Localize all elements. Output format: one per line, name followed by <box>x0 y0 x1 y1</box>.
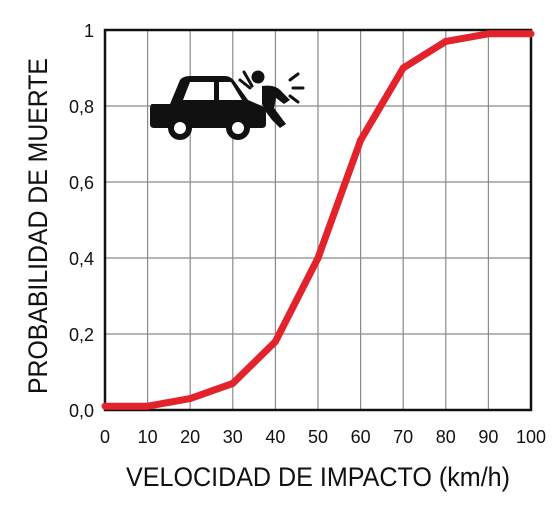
data-point <box>144 402 152 410</box>
y-tick-label: 0,0 <box>69 401 94 421</box>
y-tick-label: 0,2 <box>69 325 94 345</box>
x-tick-label: 50 <box>308 427 328 447</box>
data-point <box>186 395 194 403</box>
data-point <box>271 338 279 346</box>
y-axis-label: PROBABILIDAD DE MUERTE <box>23 58 53 394</box>
x-tick-labels: 0 10 20 30 40 50 60 70 80 90 100 <box>100 427 546 447</box>
data-point <box>357 136 365 144</box>
x-tick-label: 90 <box>478 427 498 447</box>
data-point <box>484 30 492 38</box>
plot-frame <box>103 28 533 412</box>
car-hitting-pedestrian-icon <box>150 70 305 140</box>
grid <box>104 29 532 411</box>
data-point <box>101 402 109 410</box>
x-tick-label: 60 <box>351 427 371 447</box>
x-tick-label: 40 <box>265 427 285 447</box>
series-points <box>101 30 535 410</box>
y-tick-label: 1 <box>84 21 94 41</box>
x-tick-label: 10 <box>138 427 158 447</box>
data-point <box>229 379 237 387</box>
x-tick-label: 30 <box>223 427 243 447</box>
y-tick-label: 0,4 <box>69 249 94 269</box>
y-tick-labels: 0,0 0,2 0,4 0,6 0,8 1 <box>69 21 94 421</box>
y-tick-label: 0,8 <box>69 97 94 117</box>
data-point <box>399 64 407 72</box>
x-tick-label: 20 <box>180 427 200 447</box>
data-point <box>442 37 450 45</box>
x-tick-label: 70 <box>393 427 413 447</box>
x-tick-label: 80 <box>436 427 456 447</box>
x-axis-label: VELOCIDAD DE IMPACTO (km/h) <box>126 462 510 492</box>
data-point <box>527 30 535 38</box>
x-tick-label: 100 <box>516 427 546 447</box>
data-point <box>314 254 322 262</box>
y-tick-label: 0,6 <box>69 173 94 193</box>
x-tick-label: 0 <box>100 427 110 447</box>
